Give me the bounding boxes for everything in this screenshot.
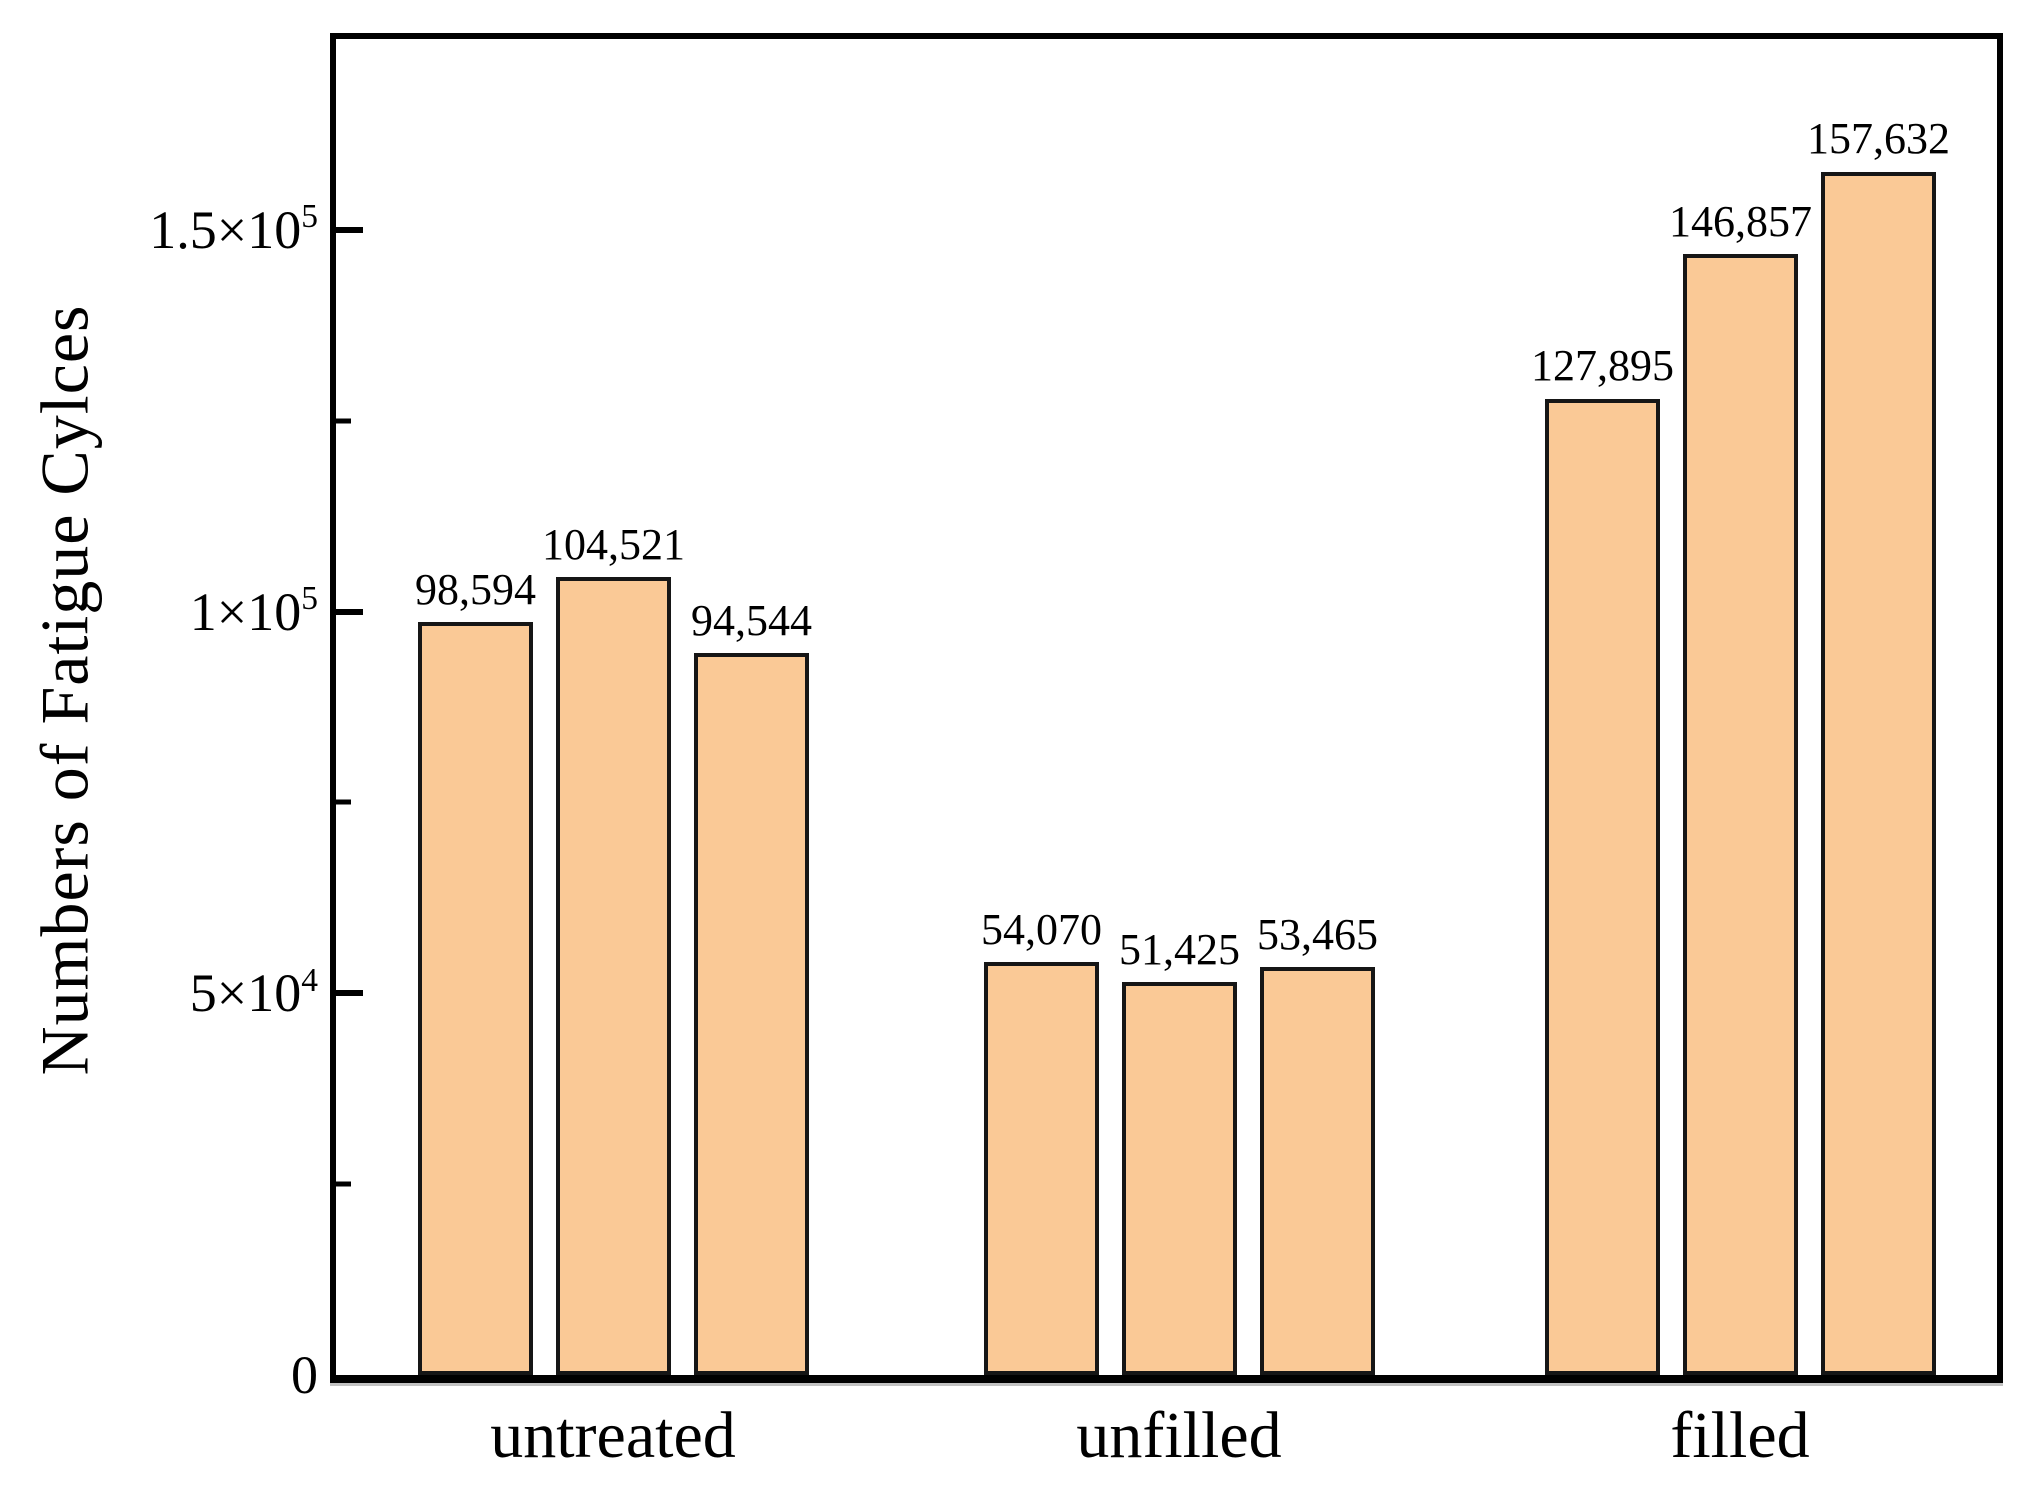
x-category-label-filled: filled bbox=[1670, 1399, 1810, 1472]
bar-unfilled-2 bbox=[1122, 982, 1237, 1375]
bar-filled-3 bbox=[1821, 171, 1936, 1375]
bar-filled-1 bbox=[1545, 398, 1660, 1375]
y-tick-label-50000: 5×104 bbox=[38, 963, 318, 1024]
bar-value-label: 127,895 bbox=[1531, 341, 1674, 391]
bar-value-label: 51,425 bbox=[1119, 925, 1240, 975]
bar-value-label: 53,465 bbox=[1257, 909, 1378, 959]
y-tick-label-100000-base: 1×10 bbox=[189, 581, 302, 642]
x-category-label-untreated: untreated bbox=[490, 1399, 736, 1472]
y-major-tick bbox=[336, 990, 363, 997]
y-minor-tick bbox=[336, 799, 351, 805]
bar-group-filled: 127,895 146,857 157,632 bbox=[1531, 39, 1950, 1375]
plot-area: 98,594 104,521 94,544 54,070 51,425 bbox=[330, 33, 2003, 1383]
bar-value-label: 157,632 bbox=[1807, 114, 1950, 164]
y-tick-label-0-base: 0 bbox=[291, 1345, 318, 1405]
bar-untreated-2 bbox=[556, 577, 671, 1375]
y-major-tick bbox=[336, 608, 363, 615]
y-tick-label-50000-base: 5×10 bbox=[189, 963, 302, 1024]
bar-untreated-3 bbox=[694, 653, 809, 1375]
bar-untreated-1 bbox=[418, 622, 533, 1375]
bar-slot: 98,594 bbox=[415, 39, 536, 1375]
bar-value-label: 94,544 bbox=[691, 596, 812, 646]
bar-slot: 127,895 bbox=[1531, 39, 1674, 1375]
y-tick-label-100000-exp: 5 bbox=[301, 579, 318, 617]
y-tick-label-0: 0 bbox=[38, 1348, 318, 1402]
x-category-label-unfilled: unfilled bbox=[1076, 1399, 1282, 1472]
bar-slot: 146,857 bbox=[1669, 39, 1812, 1375]
bar-value-label: 104,521 bbox=[542, 519, 685, 569]
y-tick-label-100000: 1×105 bbox=[38, 581, 318, 642]
bar-group-untreated: 98,594 104,521 94,544 bbox=[415, 39, 812, 1375]
y-minor-tick bbox=[336, 418, 351, 424]
bar-slot: 54,070 bbox=[981, 39, 1102, 1375]
y-major-tick bbox=[336, 226, 363, 233]
y-tick-label-150000-exp: 5 bbox=[301, 198, 318, 236]
y-minor-tick bbox=[336, 1181, 351, 1187]
bar-slot: 53,465 bbox=[1257, 39, 1378, 1375]
bar-slot: 104,521 bbox=[542, 39, 685, 1375]
bar-value-label: 98,594 bbox=[415, 565, 536, 615]
y-tick-label-150000: 1.5×105 bbox=[38, 199, 318, 260]
y-tick-label-150000-base: 1.5×10 bbox=[149, 199, 302, 260]
bar-slot: 157,632 bbox=[1807, 39, 1950, 1375]
bar-filled-2 bbox=[1683, 253, 1798, 1375]
y-axis-title: Numbers of Fatigue Cylces bbox=[26, 304, 103, 1076]
bar-group-unfilled: 54,070 51,425 53,465 bbox=[981, 39, 1378, 1375]
bar-value-label: 146,857 bbox=[1669, 196, 1812, 246]
y-tick-label-50000-exp: 4 bbox=[301, 961, 318, 999]
bar-slot: 51,425 bbox=[1119, 39, 1240, 1375]
bar-unfilled-1 bbox=[984, 962, 1099, 1375]
bar-slot: 94,544 bbox=[691, 39, 812, 1375]
bar-value-label: 54,070 bbox=[981, 905, 1102, 955]
bar-unfilled-3 bbox=[1260, 966, 1375, 1375]
